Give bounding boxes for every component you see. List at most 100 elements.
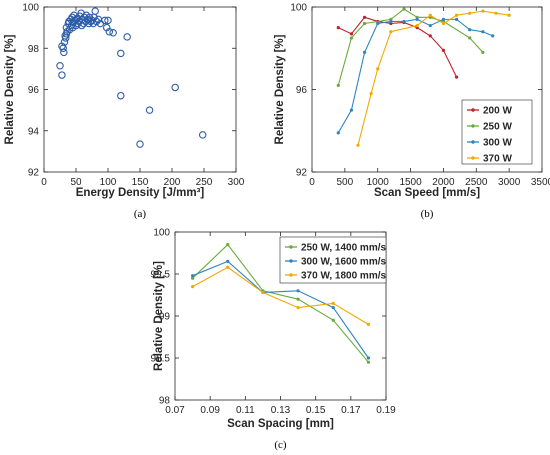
- y-tick-label: 100: [22, 3, 39, 14]
- data-point: [145, 106, 154, 114]
- series-3-marker: [376, 67, 380, 71]
- data-point: [105, 27, 114, 36]
- legend-swatch-marker: [289, 259, 293, 263]
- series-0-marker: [336, 26, 340, 30]
- y-tick-label: 100: [290, 3, 307, 14]
- x-tick-label: 0.17: [341, 405, 361, 416]
- series-3-marker: [369, 92, 373, 96]
- series-line-1: [192, 260, 369, 359]
- series-3-marker: [389, 30, 393, 34]
- legend-entry: 370 W, 1800 mm/s: [301, 271, 386, 282]
- series-0-marker: [366, 360, 371, 364]
- x-tick-label: 0.13: [271, 405, 291, 416]
- series-line-2: [192, 266, 369, 325]
- x-axis-label: Energy Density [J/mm³]: [76, 187, 205, 199]
- data-point: [117, 91, 125, 100]
- series-2-marker: [454, 17, 459, 21]
- y-tick-label: 100: [153, 228, 170, 239]
- series-2-marker: [468, 28, 472, 32]
- series-1-marker: [331, 306, 335, 310]
- data-point: [109, 29, 117, 37]
- y-tick-label: 92: [296, 168, 308, 179]
- x-tick-label: 2500: [465, 177, 488, 188]
- data-point: [136, 140, 144, 148]
- series-1-marker: [362, 21, 367, 26]
- chart-c-scan-spacing: 0.07 0.09 0.11 0.13 0.15 0.17 0.19 98 98.5 99 99.5…: [151, 228, 397, 452]
- series-1-marker: [349, 36, 354, 40]
- legend-swatch-marker: [471, 140, 475, 144]
- data-point: [123, 33, 131, 41]
- legend-entry: 200 W: [483, 106, 512, 117]
- series-0-marker: [454, 75, 459, 79]
- x-tick-label: 250: [196, 177, 213, 188]
- x-tick-label: 2000: [432, 177, 455, 188]
- x-axis-label: Scan Spacing [mm]: [227, 418, 334, 430]
- series-0-marker: [428, 34, 432, 38]
- series-1-marker: [468, 36, 472, 40]
- series-3-marker: [415, 23, 419, 28]
- y-tick-label: 99.5: [151, 270, 171, 281]
- series-2-marker: [441, 17, 446, 21]
- legend-swatch-marker: [289, 245, 293, 249]
- x-tick-label: 500: [337, 177, 354, 188]
- series-2-marker: [362, 50, 367, 54]
- series-3-marker: [468, 11, 472, 15]
- series-2-marker: [226, 265, 230, 269]
- series-1-marker: [481, 50, 485, 54]
- y-tick-label: 94: [28, 126, 40, 137]
- series-line-1: [337, 8, 484, 86]
- series-1-marker: [366, 356, 371, 360]
- data-point: [91, 7, 99, 15]
- data-point: [92, 17, 101, 26]
- series-0-marker: [362, 15, 367, 19]
- legend-entry: 300 W: [483, 138, 512, 149]
- legend-box: [279, 236, 387, 284]
- x-tick-label: 1500: [399, 177, 422, 188]
- series-line-0: [192, 243, 369, 363]
- x-tick-label: 0: [41, 177, 47, 188]
- series-3-marker: [454, 13, 459, 17]
- legend-entry: 300 W, 1600 mm/s: [301, 257, 386, 268]
- series-2-marker: [261, 290, 265, 295]
- series-0-marker: [226, 243, 230, 247]
- legend: 200 W 250 W 300 W 370 W: [461, 99, 533, 165]
- x-tick-label: 300: [228, 177, 245, 188]
- series-line-0: [338, 16, 458, 78]
- series-2-marker: [331, 301, 335, 305]
- chart-b-scan-speed: 0 500 1000 1500 2000 2500 3000 3500 92 96 100 Scan …: [274, 3, 550, 221]
- y-tick-label: 98: [28, 44, 40, 55]
- series-2-marker: [481, 30, 485, 34]
- x-tick-label: 0.09: [200, 405, 220, 416]
- data-point: [101, 16, 109, 25]
- x-axis-label: Scan Speed [mm/s]: [374, 187, 480, 199]
- series-1-marker: [402, 7, 406, 11]
- series-2-marker: [190, 285, 195, 289]
- y-axis-label: Relative Density [%]: [4, 34, 16, 144]
- series-2-marker: [415, 17, 419, 21]
- legend-swatch-marker: [289, 273, 293, 277]
- y-tick-label: 96: [28, 85, 40, 96]
- data-point: [104, 16, 112, 25]
- series-3-marker: [494, 11, 498, 15]
- data-point: [117, 49, 125, 58]
- data-point: [198, 131, 207, 139]
- x-tick-label: 100: [100, 177, 117, 188]
- panel-caption: (a): [134, 208, 147, 220]
- series-2-marker: [349, 108, 354, 112]
- x-tick-label: 150: [132, 177, 149, 188]
- data-point: [60, 48, 68, 57]
- series-3-marker: [428, 13, 432, 17]
- x-tick-label: 0.19: [376, 405, 396, 416]
- x-tick-label: 200: [164, 177, 181, 188]
- y-tick-label: 96: [296, 85, 308, 96]
- y-tick-label: 98: [159, 396, 171, 407]
- series-2-marker: [366, 322, 371, 326]
- series-3-marker: [507, 13, 511, 17]
- series-0-marker: [349, 32, 354, 36]
- legend-swatch-marker: [471, 124, 475, 128]
- series-3-marker: [441, 21, 446, 26]
- y-tick-label: 92: [28, 168, 40, 179]
- data-point: [171, 83, 179, 92]
- x-tick-label: 0: [309, 177, 315, 188]
- series-0-marker: [190, 276, 195, 280]
